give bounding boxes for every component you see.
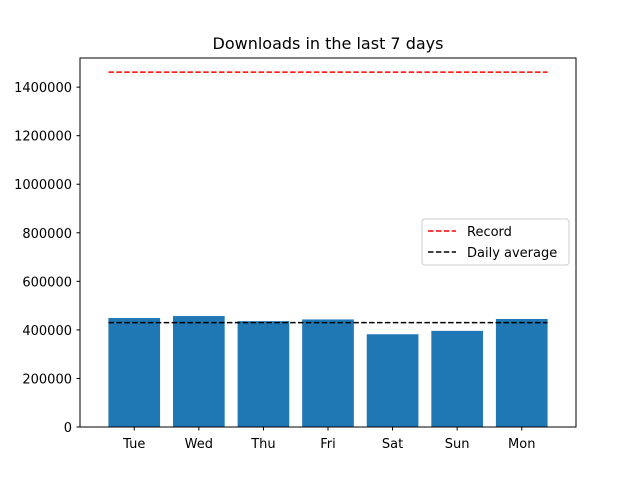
x-tick-label: Tue (122, 437, 145, 452)
y-tick-label: 600000 (22, 275, 72, 290)
y-tick-label: 1000000 (14, 178, 72, 193)
bars-layer (108, 316, 548, 427)
bar-sun (431, 330, 483, 427)
x-tick-label: Fri (320, 437, 336, 452)
y-tick-label: 1400000 (14, 81, 72, 96)
bar-mon (495, 318, 548, 427)
y-tick-label: 1200000 (14, 130, 72, 145)
chart-title: Downloads in the last 7 days (213, 34, 444, 53)
bar-fri (302, 319, 354, 427)
legend-label-daily-average: Daily average (467, 246, 557, 261)
y-tick-label: 200000 (22, 372, 72, 387)
legend: Record Daily average (421, 218, 570, 266)
bar-sat (366, 334, 419, 427)
legend-label-record: Record (467, 225, 512, 240)
x-tick-label: Mon (508, 437, 535, 452)
x-tick-label: Thu (250, 437, 275, 452)
y-tick-label: 0 (64, 421, 72, 436)
legend-box (421, 218, 570, 266)
x-tick-label: Sat (382, 437, 403, 452)
x-tick-label: Wed (185, 437, 213, 452)
y-tick-label: 800000 (22, 227, 72, 242)
y-tick-label: 400000 (22, 324, 72, 339)
bar-wed (173, 316, 225, 427)
y-axis: 0 200000 400000 600000 800000 1000000 1200000 1… (14, 81, 80, 436)
reference-lines-layer (108, 71, 548, 324)
x-tick-label: Sun (445, 437, 470, 452)
x-axis: Tue Wed Thu Fri Sat Sun Mon (122, 427, 535, 452)
bar-tue (108, 317, 161, 427)
bar-thu (237, 321, 290, 427)
